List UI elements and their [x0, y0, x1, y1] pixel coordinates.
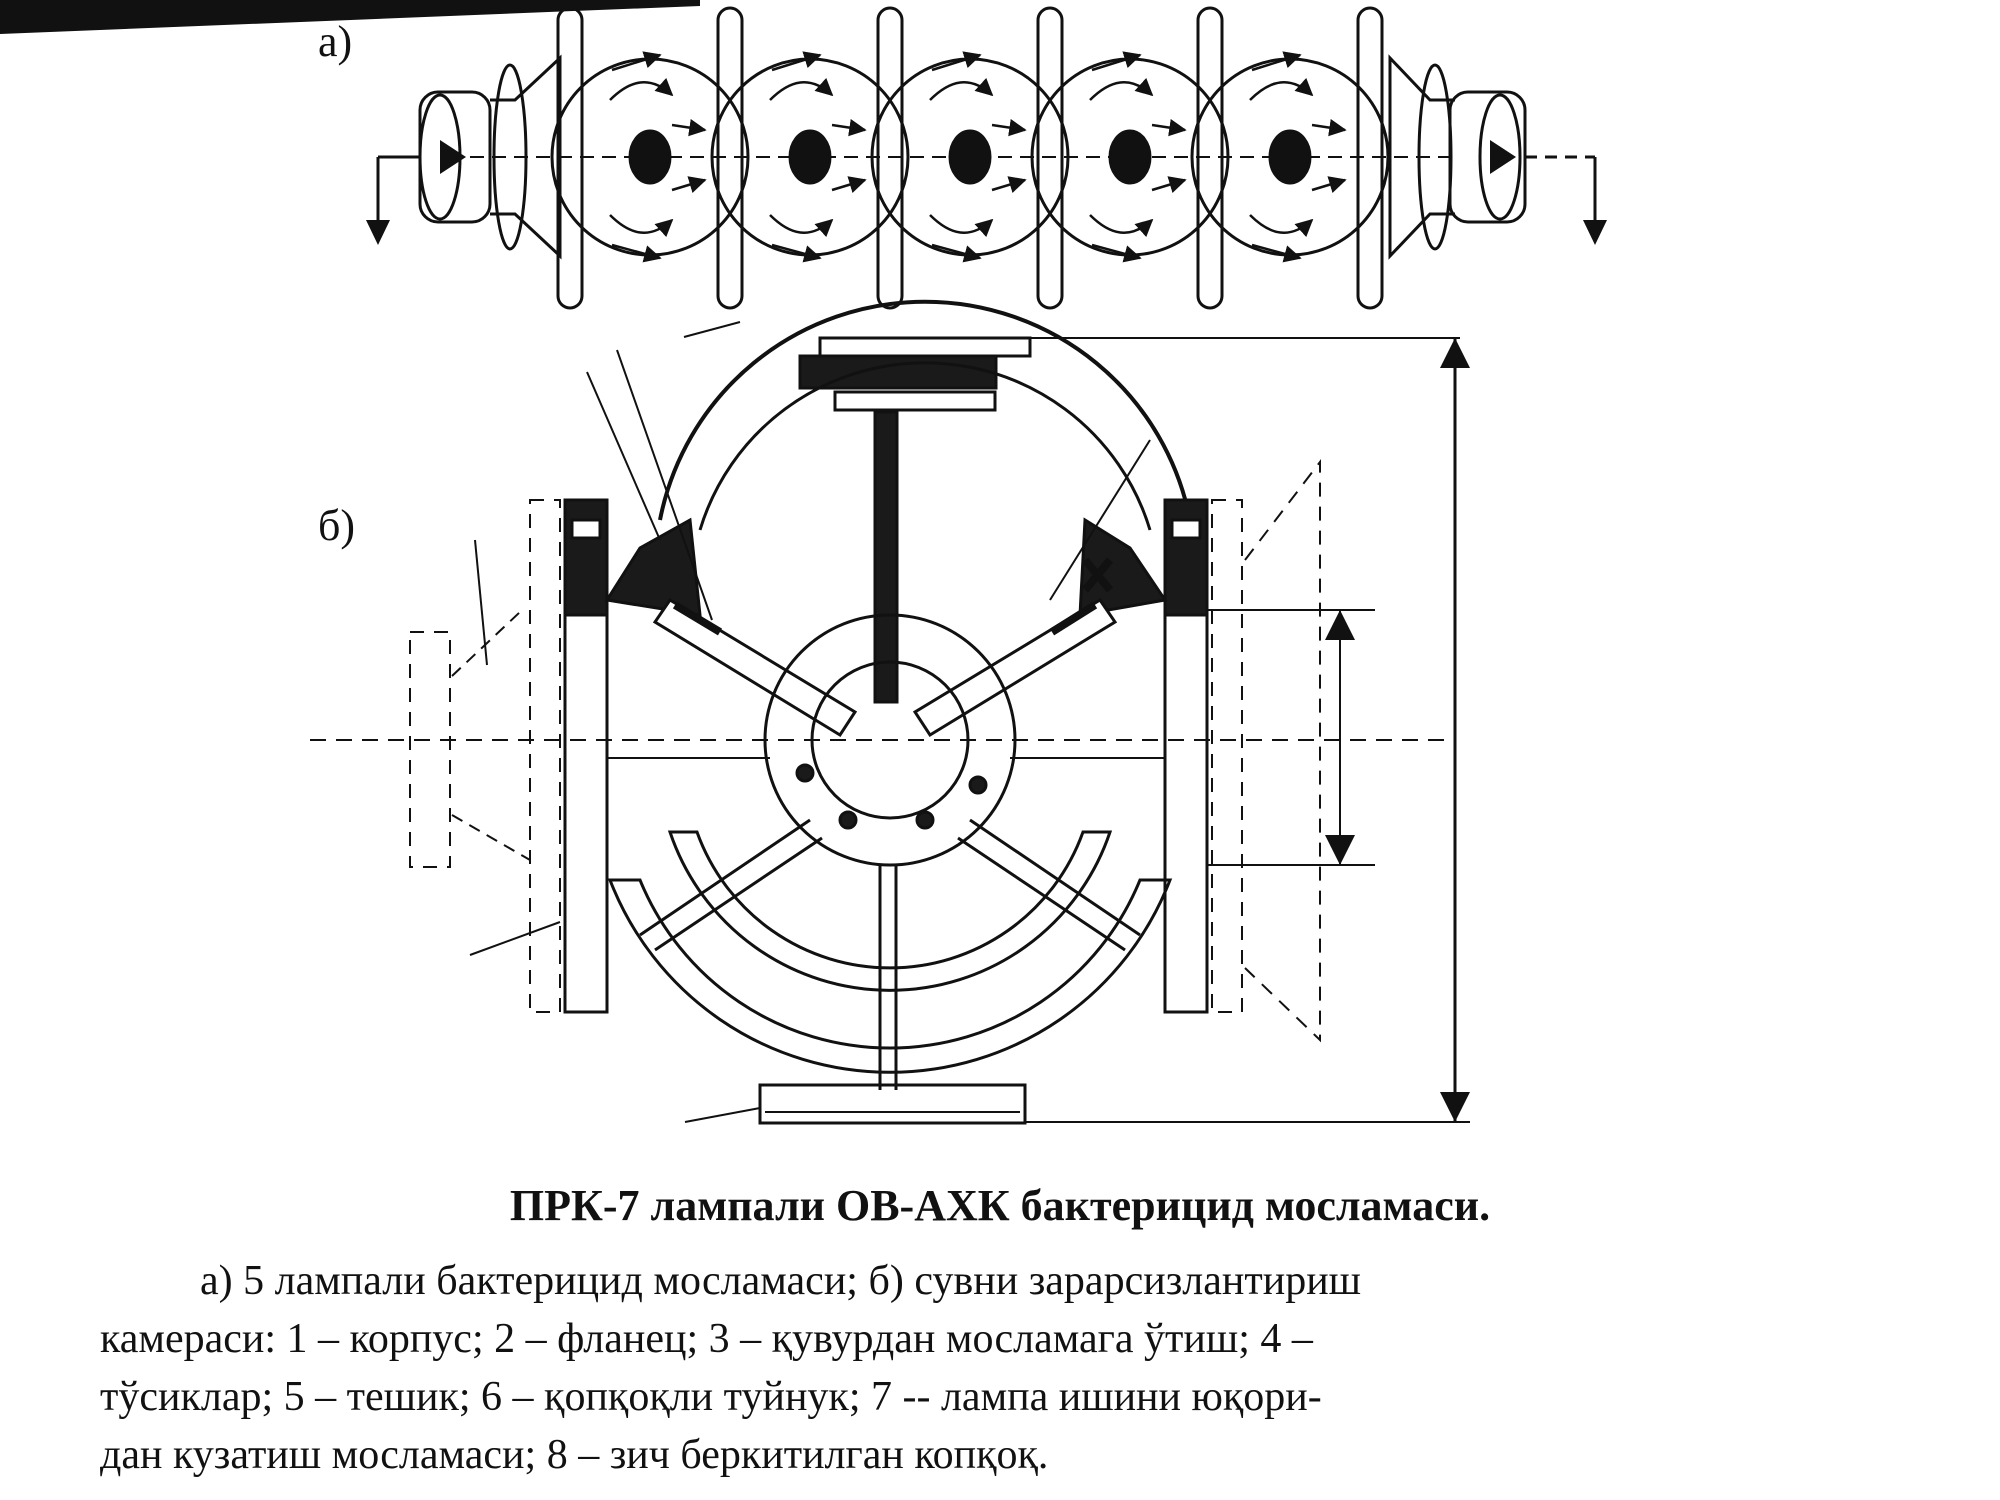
bottom-base	[758, 1083, 1027, 1125]
uv-lamp-icon	[948, 129, 992, 185]
caption-line: дан кузатиш мосламаси; 8 – зич беркитилг…	[100, 1432, 1049, 1478]
right-taper	[1388, 54, 1455, 260]
flow-arrows	[609, 51, 1347, 263]
baffle-plate	[1036, 6, 1064, 310]
dimension-arrow-icon	[1440, 1092, 1470, 1122]
lamp-sleeve-right	[912, 597, 1118, 738]
scan-edge	[0, 0, 700, 34]
dimension-arrow-icon	[1325, 610, 1355, 640]
lower-guide-inner	[667, 830, 1113, 992]
inlet-flow-arrow-icon	[366, 220, 390, 245]
caption-title: ПРК-7 лампали ОВ-АХК бактерицид мосламас…	[509, 1181, 1491, 1230]
dimension-arrow-icon	[1325, 835, 1355, 865]
caption-line: а) 5 лампали бактерицид мосламаси; б) су…	[200, 1258, 1362, 1304]
caption-line: камераси: 1 – корпус; 2 – фланец; 3 – қу…	[100, 1316, 1313, 1362]
part-a-label: а)	[318, 17, 353, 66]
outlet-pipe-end	[1478, 93, 1522, 221]
right-wall	[1163, 613, 1209, 1014]
chamber-body	[658, 299, 1192, 521]
lamp-sleeve-left	[652, 597, 858, 738]
lower-guide-outer	[607, 878, 1173, 1074]
caption-body: а) 5 лампали бактерицид мосламаси; б) су…	[100, 1252, 1800, 1484]
left-flange	[563, 498, 609, 617]
inlet-arrow-icon	[440, 140, 466, 174]
right-flange	[1163, 498, 1209, 617]
dimension-arrow-icon	[1440, 338, 1470, 368]
caption-line: тўсиклар; 5 – тешик; 6 – қопқоқли туйнук…	[100, 1374, 1322, 1420]
left-wall	[563, 613, 609, 1014]
part-b-label: б)	[318, 501, 356, 550]
central-post	[873, 410, 899, 704]
outlet-flow-arrow-icon	[1583, 220, 1607, 245]
five-lamp-unit	[366, 6, 1607, 310]
top-cover	[818, 336, 1032, 358]
outlet-arrow-icon	[1490, 140, 1516, 174]
disinfection-chamber	[310, 299, 1470, 1125]
